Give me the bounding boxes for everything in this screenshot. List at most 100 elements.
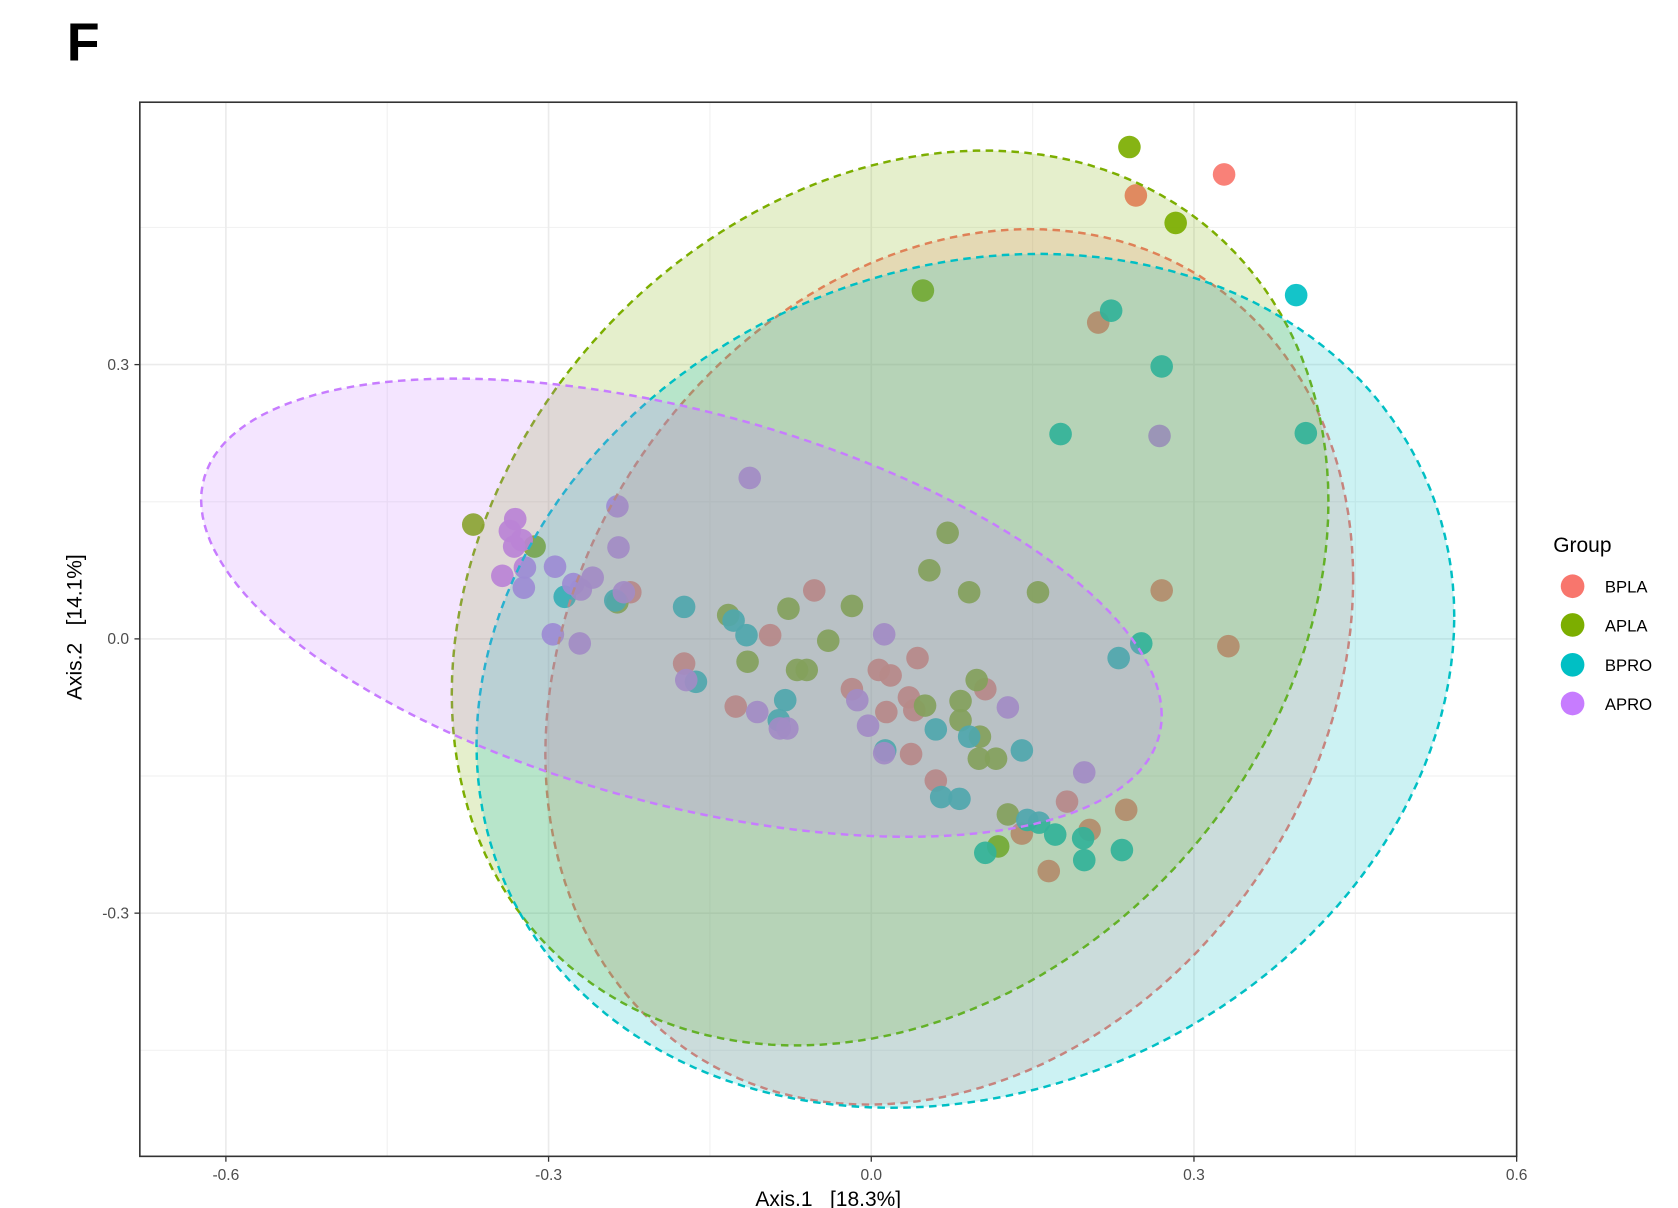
legend-title: Group [1553,534,1611,557]
data-point-bpro [1099,299,1123,322]
data-point-bpla [1217,634,1240,658]
ellipse-bpro [475,252,1456,1110]
data-point-apla [913,694,937,717]
data-point-apro [845,688,869,712]
data-point-apla [967,747,991,770]
data-point-bpla [1055,790,1079,813]
legend-item-bpro: BPRO [1560,652,1652,677]
data-point-bpro [1010,739,1034,762]
data-point-bpla [724,695,748,718]
data-point-bpro [1294,421,1318,445]
ellipse-bpla [544,227,1355,1106]
data-point-bpla [1124,184,1148,207]
x-axis-title: Axis.1 [18.3%] [755,1188,901,1208]
data-point-apro [513,556,537,579]
data-point-bpro [773,688,797,712]
data-point-bpro [1071,826,1095,850]
data-point-apla [1026,580,1050,604]
x-tick-label: 0.6 [1506,1167,1528,1184]
data-point-bpro [735,623,758,647]
data-point-bpla [1150,579,1173,602]
data-point-bpro [929,785,953,809]
data-point-bpro [1049,422,1072,446]
minor-gridlines [139,102,1517,1157]
data-point-apro [776,717,799,740]
data-point-bpla [1212,163,1236,186]
data-point-apla [949,689,972,713]
data-point-apro [543,555,567,578]
legend: Group BPLA APLA BPRO APRO [1553,534,1652,716]
data-point-bpro [1150,355,1173,378]
data-point-apro [491,564,514,588]
data-point-bpro [1043,823,1067,846]
ellipse-apla [450,149,1330,1047]
legend-label-bpro: BPRO [1605,656,1652,675]
legend-key-bpro [1560,652,1585,677]
data-point-apla [918,559,941,582]
data-point-apro [1072,761,1096,784]
data-point-apro [606,495,629,518]
legend-key-bpla [1560,574,1585,599]
legend-item-bpla: BPLA [1560,574,1648,599]
data-point-bpro [1129,632,1153,655]
data-point-bpla [1037,859,1061,883]
ellipse-apro [199,377,1163,839]
y-tick-label: 0.3 [107,357,129,374]
data-point-bpro [1107,646,1130,670]
data-point-bpro [1284,283,1308,307]
data-point-bpro [924,718,948,741]
data-point-apla [461,513,485,536]
data-point-apla [936,521,959,545]
confidence-ellipses [199,149,1456,1110]
legend-item-apro: APRO [1560,691,1652,716]
data-point-apro [996,696,1020,719]
data-point-apro [1148,424,1171,448]
data-point-bpla [875,700,898,724]
legend-label-bpla: BPLA [1605,578,1648,597]
data-point-bpro [1110,838,1134,862]
x-tick-label: 0.0 [860,1167,882,1184]
data-point-apro [745,700,769,724]
x-tick-label: -0.6 [212,1167,239,1184]
data-point-apla [957,580,981,604]
data-point-apro [856,714,880,738]
data-point-bpro [1072,848,1096,872]
plot-panel-border [139,101,1518,1158]
legend-item-apla: APLA [1560,613,1648,637]
data-point-apla [911,279,935,302]
y-axis: 0.3 0.0 -0.3 [102,357,140,923]
panel-label: F [67,12,100,72]
x-tick-label: -0.3 [535,1167,562,1184]
data-point-bpla [758,623,782,647]
data-point-apla [1118,135,1141,159]
data-point-apro [674,668,698,692]
data-point-apro [607,536,630,559]
data-point-apla [996,803,1020,826]
x-tick-label: 0.3 [1183,1167,1205,1184]
data-point-apla [736,650,759,674]
data-point-apla [777,597,800,621]
data-point-bpla [879,664,902,687]
data-point-apro [581,566,604,589]
data-point-bpro [957,725,981,748]
y-tick-label: -0.3 [102,906,129,923]
data-point-apro [612,580,636,604]
data-point-apro [872,623,896,646]
data-point-apla [1164,211,1187,235]
data-point-bpla [672,652,696,675]
x-axis: -0.6 -0.3 0.0 0.3 0.6 [212,1156,1527,1184]
data-point-apla [840,594,864,618]
data-point-bpla [899,742,923,766]
data-point-apla [965,668,988,692]
data-point-apro [738,466,762,490]
data-point-apro [568,632,592,655]
data-point-apla [816,629,840,652]
data-point-bpro [973,841,997,865]
data-point-bpro [672,595,696,619]
legend-label-apla: APLA [1605,616,1648,635]
data-point-bpla [802,579,826,602]
y-tick-label: 0.0 [107,631,129,648]
data-point-apla [795,658,819,682]
legend-key-apro [1560,691,1585,716]
